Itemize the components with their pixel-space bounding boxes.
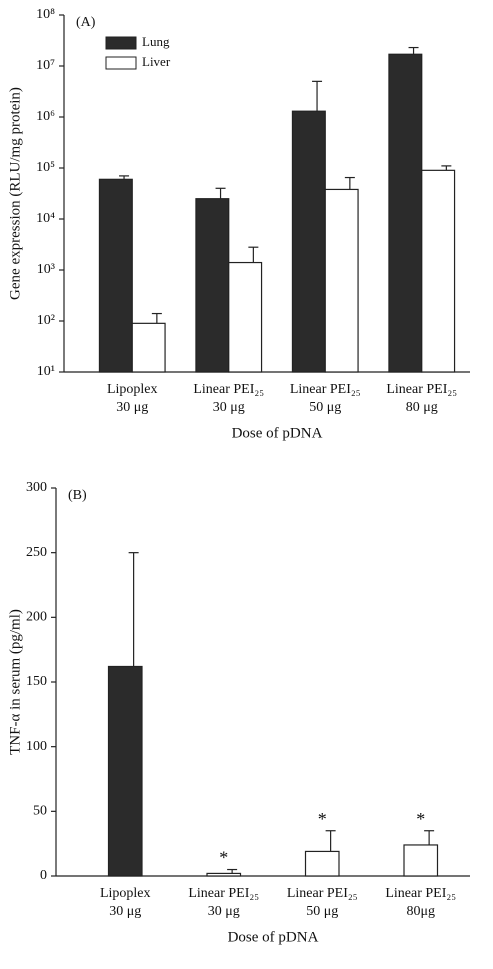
y-tick-label: 50	[33, 804, 47, 819]
x-axis-title: Dose of pDNA	[228, 929, 319, 945]
y-tick-label: 250	[26, 545, 47, 560]
y-tick-label: 10⁶	[36, 109, 55, 124]
significance-marker: *	[318, 809, 327, 829]
x-tick-label: Lipoplex	[107, 382, 158, 397]
bar	[403, 844, 439, 877]
bar	[98, 178, 133, 373]
bar	[206, 872, 242, 877]
significance-marker: *	[219, 848, 228, 868]
significance-marker: *	[416, 809, 425, 829]
x-tick-label: 50 μg	[306, 904, 338, 919]
x-tick-label: Linear PEI₂₅	[188, 886, 259, 901]
x-axis-title: Dose of pDNA	[232, 425, 323, 441]
y-tick-label: 10⁸	[36, 7, 55, 22]
y-tick-label: 150	[26, 674, 47, 689]
bar	[421, 169, 456, 373]
y-tick-label: 10³	[37, 262, 55, 277]
bar	[131, 322, 166, 373]
panel-label: (A)	[76, 15, 96, 30]
panel-label: (B)	[68, 488, 87, 503]
y-tick-label: 300	[26, 480, 47, 495]
bar	[388, 53, 423, 373]
y-tick-label: 0	[40, 868, 47, 883]
x-tick-label: Linear PEI₂₅	[386, 382, 457, 397]
x-tick-label: 80 μg	[406, 400, 438, 415]
x-tick-label: 30 μg	[213, 400, 245, 415]
y-tick-label: 10²	[37, 313, 55, 328]
y-tick-label: 10⁵	[36, 160, 55, 175]
bar	[304, 850, 340, 877]
x-tick-label: 30 μg	[116, 400, 148, 415]
x-tick-label: 80μg	[406, 904, 435, 919]
x-tick-label: 30 μg	[109, 904, 141, 919]
y-tick-label: 10⁴	[36, 211, 55, 226]
bar	[107, 665, 143, 877]
y-tick-label: 10⁷	[36, 58, 55, 73]
y-axis-title: TNF-α in serum (pg/ml)	[7, 609, 23, 755]
bar	[291, 110, 326, 373]
y-axis-title: Gene expression (RLU/mg protein)	[7, 87, 23, 300]
x-tick-label: Linear PEI₂₅	[290, 382, 361, 397]
legend-label: Lung	[142, 34, 170, 49]
x-tick-label: Linear PEI₂₅	[385, 886, 456, 901]
bar	[228, 261, 263, 373]
legend-swatch	[105, 56, 137, 70]
x-tick-label: Linear PEI₂₅	[287, 886, 358, 901]
x-tick-label: 30 μg	[208, 904, 240, 919]
y-tick-label: 200	[26, 610, 47, 625]
bar	[195, 198, 230, 373]
legend-swatch	[105, 36, 137, 50]
y-tick-label: 100	[26, 739, 47, 754]
bar	[324, 188, 359, 373]
x-tick-label: Linear PEI₂₅	[193, 382, 264, 397]
x-tick-label: 50 μg	[309, 400, 341, 415]
x-tick-label: Lipoplex	[100, 886, 151, 901]
y-tick-label: 10¹	[37, 364, 55, 379]
legend-label: Liver	[142, 54, 171, 69]
